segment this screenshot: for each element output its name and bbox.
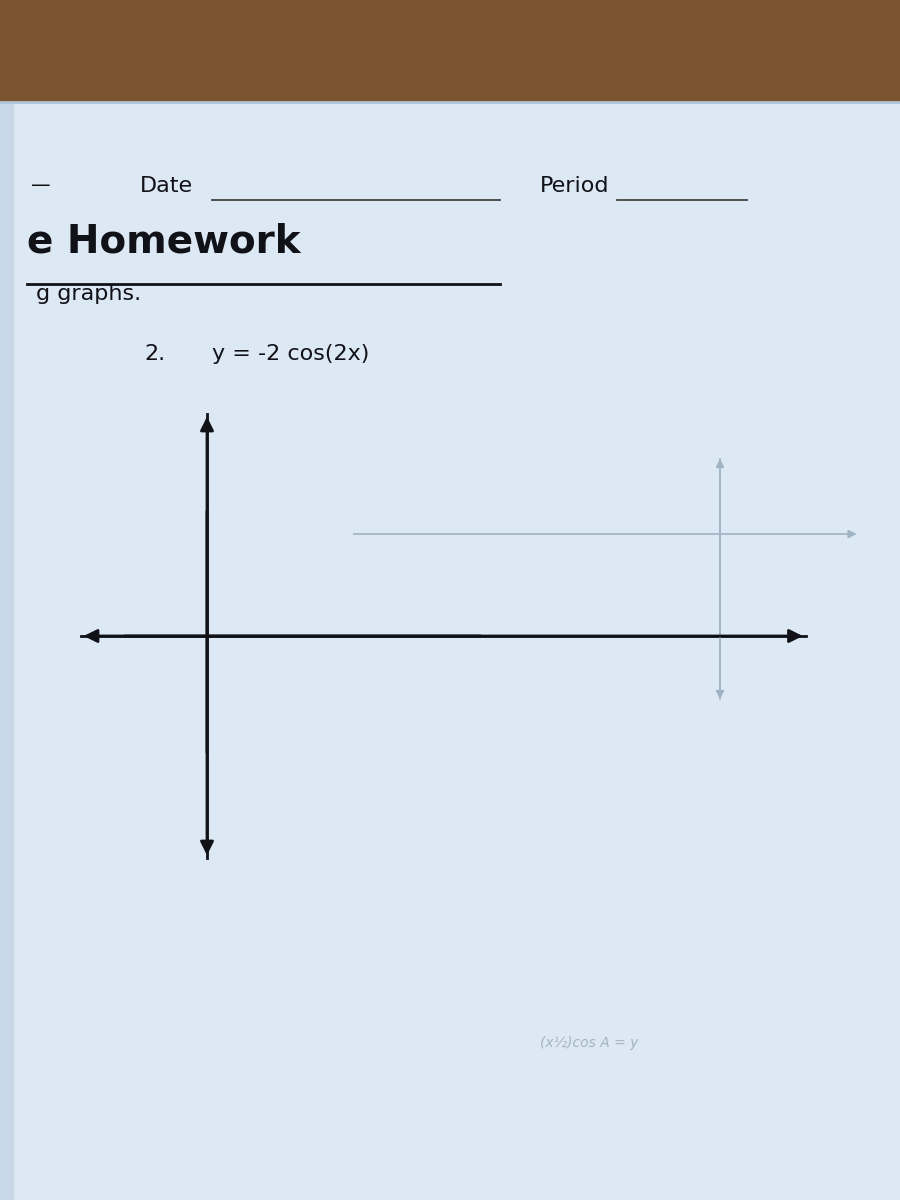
- Text: (x½)cos A = y: (x½)cos A = y: [540, 1036, 638, 1050]
- FancyBboxPatch shape: [0, 102, 14, 1200]
- FancyBboxPatch shape: [0, 102, 900, 1200]
- Text: e Homework: e Homework: [27, 222, 301, 260]
- Text: y = -2 cos(2x): y = -2 cos(2x): [212, 344, 369, 364]
- Text: Period: Period: [540, 176, 609, 196]
- Text: g graphs.: g graphs.: [36, 284, 141, 304]
- FancyBboxPatch shape: [0, 0, 900, 102]
- Text: —: —: [32, 176, 51, 196]
- Text: 2.: 2.: [144, 344, 165, 364]
- Text: Date: Date: [140, 176, 193, 196]
